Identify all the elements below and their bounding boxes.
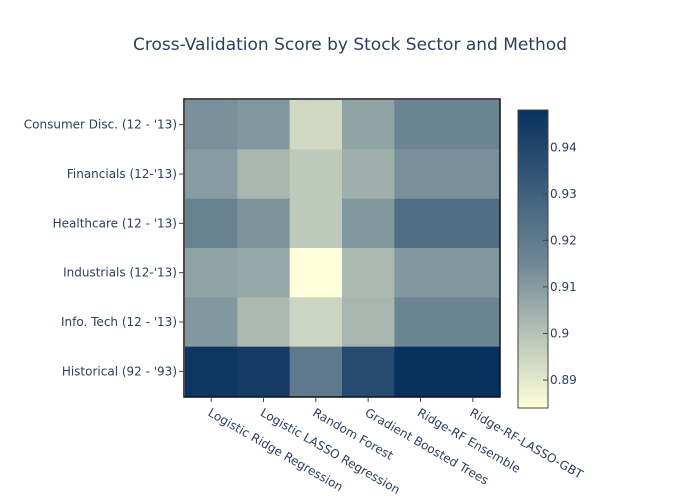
y-tick-label: Info. Tech (12 - '13) (61, 315, 177, 329)
heatmap-cell (342, 346, 395, 397)
heatmap-cell (289, 248, 343, 298)
y-tick-label: Financials (12-'13) (67, 167, 177, 181)
chart-title: Cross-Validation Score by Stock Sector a… (133, 35, 567, 55)
heatmap-cell (446, 149, 500, 200)
heatmap-cell (394, 297, 448, 348)
heatmap-cell (237, 297, 291, 348)
heatmap-cell (394, 100, 448, 150)
heatmap-cell (237, 198, 291, 249)
heatmap-cell (237, 149, 291, 200)
heatmap-cell (342, 100, 395, 150)
heatmap-cell (446, 248, 500, 298)
heatmap-cell (446, 297, 500, 348)
heatmap-cells (185, 100, 500, 397)
heatmap-cell (185, 248, 238, 298)
y-tick-label: Consumer Disc. (12 - '13) (24, 118, 177, 132)
heatmap-cell (394, 149, 448, 200)
colorbar-tick-label: 0.89 (550, 373, 577, 387)
heatmap-cell (185, 149, 238, 200)
heatmap-cell (289, 297, 343, 348)
colorbar-tick-label: 0.92 (550, 233, 577, 247)
heatmap-cell (185, 346, 238, 397)
heatmap-cell (185, 198, 238, 249)
heatmap-cell (185, 100, 238, 150)
heatmap-cell (185, 297, 238, 348)
heatmap-cell (237, 100, 291, 150)
colorbar-tick-label: 0.94 (550, 140, 577, 154)
heatmap-cell (289, 346, 343, 397)
heatmap-cell (289, 100, 343, 150)
heatmap-cell (237, 346, 291, 397)
y-tick-label: Industrials (12-'13) (63, 266, 177, 280)
heatmap-cell (342, 198, 395, 249)
heatmap-cell (342, 149, 395, 200)
colorbar-tick-label: 0.93 (550, 187, 577, 201)
colorbar-tick-label: 0.9 (550, 327, 569, 341)
heatmap-cell (394, 198, 448, 249)
heatmap-cell (446, 346, 500, 397)
colorbar-ticks: 0.89 0.9 0.91 0.92 0.93 0.94 (543, 140, 577, 387)
heatmap-cell (446, 198, 500, 249)
y-axis: Consumer Disc. (12 - '13) Financials (12-… (24, 118, 184, 378)
colorbar-scale (517, 109, 549, 409)
heatmap-cell (394, 346, 448, 397)
heatmap-cell (342, 297, 395, 348)
colorbar-tick-label: 0.91 (550, 280, 577, 294)
heatmap-cell (289, 198, 343, 249)
y-tick-label: Historical (92 - '93) (62, 364, 177, 378)
y-tick-label: Healthcare (12 - '13) (53, 216, 177, 230)
plot-frame (183, 98, 501, 398)
heatmap-cell (394, 248, 448, 298)
heatmap-cell (237, 248, 291, 298)
heatmap-cell (342, 248, 395, 298)
heatmap-cell (289, 149, 343, 200)
heatmap-cell (446, 100, 500, 150)
colorbar: 0.89 0.9 0.91 0.92 0.93 0.94 (517, 109, 577, 409)
